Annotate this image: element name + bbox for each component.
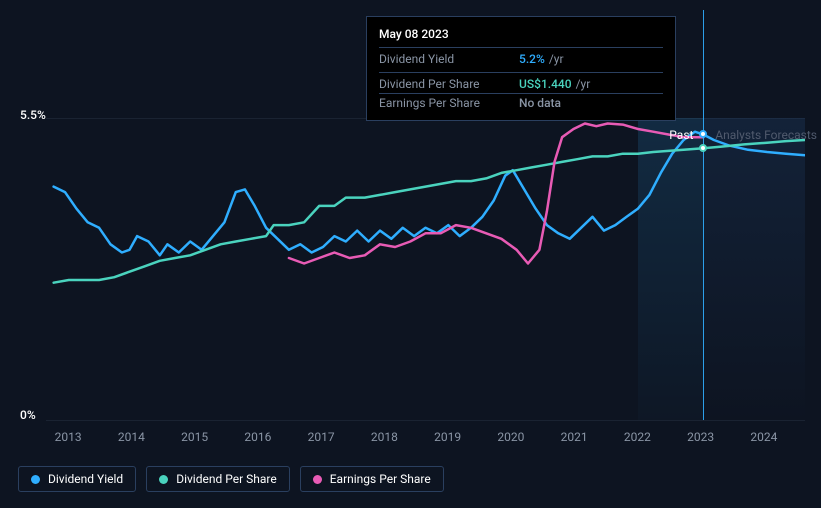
tooltip-row-0: Dividend Yield5.2% /yr: [379, 50, 663, 73]
legend-label: Earnings Per Share: [330, 472, 431, 486]
legend-label: Dividend Yield: [48, 472, 123, 486]
marker-dot-1: [699, 144, 707, 152]
tooltip-row-label: Dividend Per Share: [379, 77, 519, 91]
chart-tooltip: May 08 2023 Dividend Yield5.2%/yrDividen…: [366, 16, 676, 121]
tooltip-date: May 08 2023: [379, 27, 449, 41]
legend-item-1[interactable]: Dividend Per Share: [146, 466, 290, 492]
series-line-1: [54, 140, 805, 283]
legend-dot: [31, 475, 40, 484]
x-tick-2021: 2021: [561, 430, 588, 444]
x-tick-2022: 2022: [624, 430, 651, 444]
y-axis-min-label: 0%: [20, 408, 36, 422]
tooltip-row-unit: /yr: [549, 52, 564, 66]
crosshair-line: [703, 10, 704, 420]
legend-item-2[interactable]: Earnings Per Share: [300, 466, 444, 492]
x-tick-2019: 2019: [434, 430, 461, 444]
tooltip-row-label: Dividend Yield: [379, 52, 519, 66]
tooltip-row-value: No data: [519, 96, 561, 110]
gridline-bottom: [46, 420, 805, 421]
legend-dot: [313, 475, 322, 484]
legend-dot: [159, 475, 168, 484]
tooltip-row-unit: /yr: [576, 77, 591, 91]
x-tick-2013: 2013: [55, 430, 82, 444]
x-tick-2016: 2016: [244, 430, 271, 444]
tooltip-row-label: Earnings Per Share: [379, 96, 519, 110]
x-axis: 2013 2014 2015 2016 2017 2018 2019 2020 2021 2022…: [46, 430, 805, 450]
x-tick-2014: 2014: [118, 430, 145, 444]
legend-item-0[interactable]: Dividend Yield: [18, 466, 136, 492]
dividend-chart: 5.5% 0% Past Analysts Forecasts May 08 2…: [0, 0, 821, 508]
x-tick-2020: 2020: [497, 430, 524, 444]
x-tick-2017: 2017: [308, 430, 335, 444]
tooltip-row-value: 5.2%: [519, 52, 545, 66]
y-axis-max-label: 5.5%: [20, 108, 46, 122]
legend-label: Dividend Per Share: [176, 472, 277, 486]
x-tick-2015: 2015: [181, 430, 208, 444]
tooltip-row-value: US$1.440: [519, 77, 572, 91]
x-tick-2023: 2023: [687, 430, 714, 444]
tooltip-row-2: Earnings Per ShareNo data: [379, 94, 663, 112]
past-label: Past: [669, 128, 693, 142]
tooltip-row-1: Dividend Per ShareUS$1.440/yr: [379, 75, 663, 94]
forecast-label: Analysts Forecasts: [715, 128, 817, 142]
x-tick-2024: 2024: [750, 430, 777, 444]
legend: Dividend Yield Dividend Per Share Earnings…: [18, 466, 444, 492]
x-tick-2018: 2018: [371, 430, 398, 444]
marker-dot-0: [699, 130, 707, 138]
